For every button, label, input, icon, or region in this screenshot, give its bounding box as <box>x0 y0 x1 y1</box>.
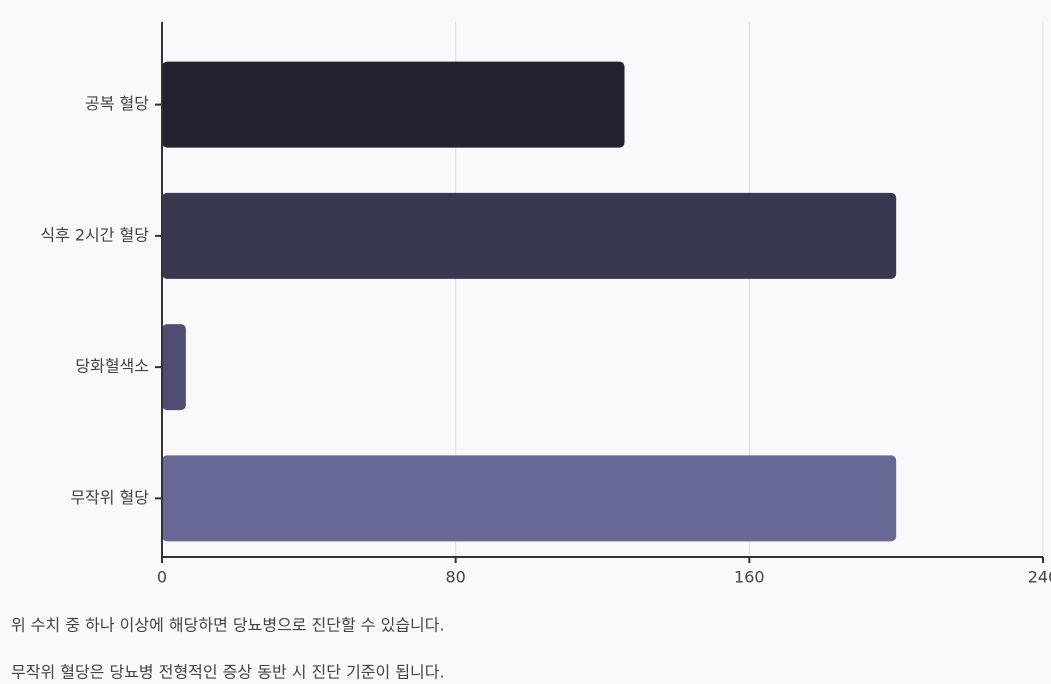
bar <box>162 61 625 148</box>
x-tick-label: 240 <box>1028 568 1051 587</box>
y-tick-label: 식후 2시간 혈당 <box>40 225 149 244</box>
y-tick-label: 공복 혈당 <box>85 94 149 113</box>
x-tick-label: 0 <box>157 568 167 587</box>
note: 무작위 혈당은 당뇨병 전형적인 증상 동반 시 진단 기준이 됩니다. <box>11 663 445 682</box>
y-tick-label: 무작위 혈당 <box>70 488 149 507</box>
x-tick-label: 80 <box>445 568 465 587</box>
bar <box>162 324 186 411</box>
y-tick-label: 당화혈색소 <box>75 357 149 376</box>
bar <box>162 192 897 279</box>
bar <box>162 455 897 542</box>
x-tick-label: 160 <box>734 568 765 587</box>
note: 위 수치 중 하나 이상에 해당하면 당뇨병으로 진단할 수 있습니다. <box>11 616 445 635</box>
